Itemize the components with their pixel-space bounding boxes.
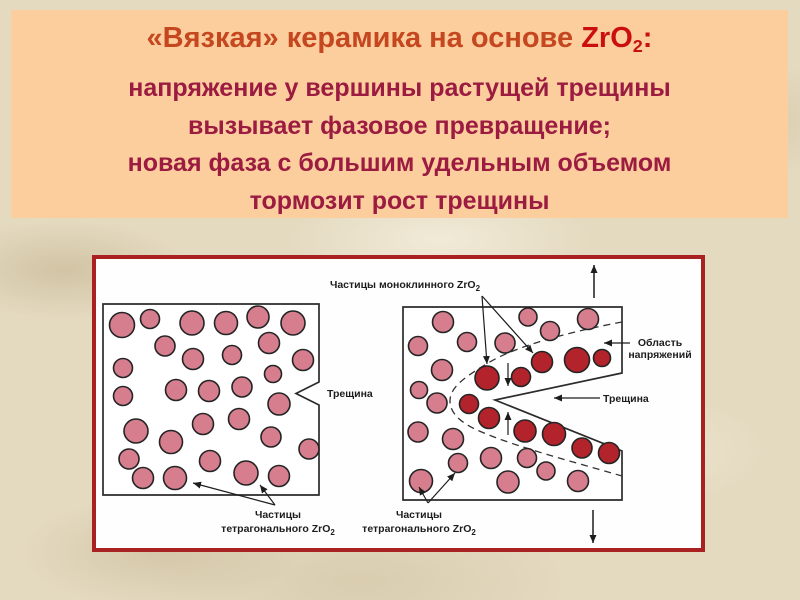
particle bbox=[231, 376, 253, 398]
particle bbox=[246, 305, 270, 329]
particle bbox=[477, 406, 501, 430]
particle bbox=[213, 310, 239, 336]
particle bbox=[426, 392, 448, 414]
tetragonal-label-right-line1: Частицы bbox=[396, 509, 442, 521]
left-tetragonal-particles bbox=[108, 305, 320, 491]
particle bbox=[154, 335, 176, 357]
title-block: «Вязкая» керамика на основе ZrO2: напряж… bbox=[11, 10, 788, 218]
particle bbox=[479, 446, 503, 470]
particle bbox=[536, 461, 556, 481]
particle bbox=[571, 437, 593, 459]
particle bbox=[407, 335, 429, 357]
subtitle-line-1: напряжение у вершины растущей трещины bbox=[128, 74, 671, 103]
particle bbox=[518, 307, 538, 327]
particle bbox=[191, 412, 215, 436]
particle bbox=[441, 427, 465, 451]
diagram-panel: Частицы моноклинного ZrO2 Область напряж… bbox=[92, 255, 705, 552]
crack-label-right: Трещина bbox=[603, 393, 649, 405]
particle bbox=[260, 426, 282, 448]
particle bbox=[576, 307, 600, 331]
title-lead: «Вязкая» керамика на основе bbox=[146, 22, 582, 54]
particle bbox=[291, 348, 315, 372]
particle bbox=[530, 350, 554, 374]
ceramic-crack-diagram: Частицы моноклинного ZrO2 Область напряж… bbox=[102, 265, 692, 543]
particle bbox=[430, 358, 454, 382]
particle bbox=[592, 348, 612, 368]
particle bbox=[164, 378, 188, 402]
particle bbox=[447, 452, 469, 474]
title-colon: : bbox=[642, 22, 653, 54]
tetragonal-right-pointer-arrow-1 bbox=[418, 486, 429, 504]
tetragonal-left-pointer-arrow-2 bbox=[259, 484, 276, 506]
particle bbox=[280, 310, 306, 336]
particle bbox=[263, 364, 283, 384]
particle bbox=[513, 419, 537, 443]
title-chem-formula: ZrO bbox=[581, 22, 633, 54]
particle bbox=[158, 429, 184, 455]
particle bbox=[510, 366, 532, 388]
particle bbox=[118, 448, 140, 470]
particle bbox=[123, 418, 149, 444]
monoclinic-pointer-arrow-1 bbox=[481, 295, 490, 365]
particle bbox=[597, 441, 621, 465]
particle bbox=[179, 310, 205, 336]
particle bbox=[496, 470, 520, 494]
slide-title: «Вязкая» керамика на основе ZrO2: bbox=[11, 21, 788, 63]
particle bbox=[409, 380, 429, 400]
stress-zone-boundary bbox=[449, 321, 623, 477]
tetragonal-right-pointer-arrow-2 bbox=[427, 472, 456, 504]
particle bbox=[267, 392, 291, 416]
particle bbox=[197, 379, 221, 403]
particle bbox=[131, 466, 155, 490]
tetragonal-label-left-line1: Частицы bbox=[255, 509, 301, 521]
monoclinic-particles-label: Частицы моноклинного ZrO2 bbox=[330, 279, 481, 293]
particle bbox=[474, 365, 500, 391]
particle bbox=[298, 438, 320, 460]
particle bbox=[181, 347, 205, 371]
tetragonal-label-left-line2: тетрагонального ZrO2 bbox=[221, 523, 335, 537]
particle bbox=[233, 460, 259, 486]
particle bbox=[539, 320, 561, 342]
particle bbox=[563, 346, 591, 374]
particle bbox=[408, 468, 434, 494]
subtitle-line-2: вызывает фазовое превращение; bbox=[187, 111, 612, 140]
particle bbox=[227, 407, 251, 431]
particle bbox=[456, 331, 478, 353]
particle bbox=[198, 449, 222, 473]
particle bbox=[541, 421, 567, 447]
stress-region-label-line1: Область bbox=[638, 337, 683, 349]
monoclinic-pointer-arrow-2 bbox=[481, 295, 534, 354]
title-chem-subscript: 2 bbox=[632, 36, 643, 57]
particle bbox=[516, 447, 538, 469]
right-monoclinic-particles bbox=[458, 346, 621, 465]
particle bbox=[221, 344, 243, 366]
particle bbox=[494, 332, 516, 354]
particle bbox=[112, 385, 134, 407]
particle bbox=[112, 357, 134, 379]
subtitle-line-3: новая фаза с большим удельным объемом bbox=[127, 149, 672, 178]
particle bbox=[162, 465, 188, 491]
particle bbox=[458, 393, 480, 415]
particle bbox=[108, 311, 136, 339]
subtitle-line-4: тормозит рост трещины bbox=[249, 186, 550, 215]
particle bbox=[431, 310, 455, 334]
particle bbox=[566, 469, 590, 493]
particle bbox=[257, 331, 281, 355]
particle bbox=[407, 421, 429, 443]
tetragonal-label-right-line2: тетрагонального ZrO2 bbox=[362, 523, 476, 537]
particle bbox=[139, 308, 161, 330]
particle bbox=[267, 464, 291, 488]
stress-region-label-line2: напряжений bbox=[628, 349, 691, 361]
crack-label-left: Трещина bbox=[327, 388, 373, 400]
tetragonal-left-pointer-arrow-1 bbox=[192, 481, 276, 506]
